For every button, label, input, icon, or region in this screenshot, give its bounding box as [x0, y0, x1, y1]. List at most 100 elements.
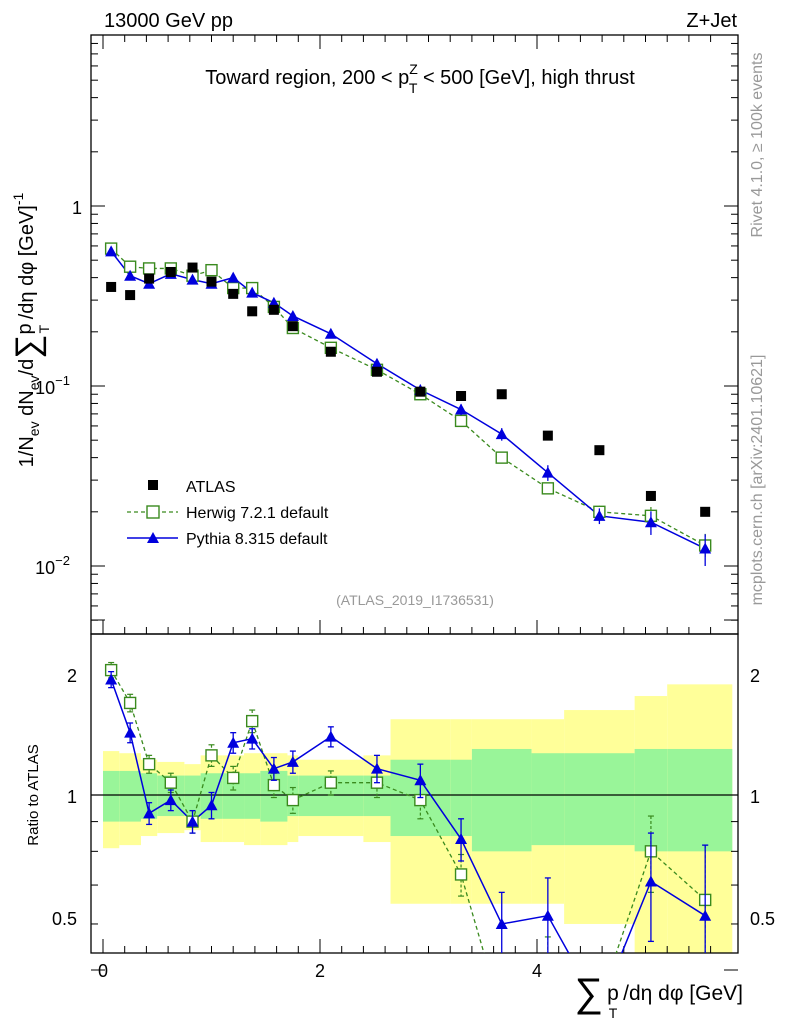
band-inner: [450, 759, 472, 837]
atlas-point: [542, 430, 553, 441]
pythia-ratio-point: [699, 909, 712, 921]
atlas-point: [415, 386, 426, 397]
pythia-point: [324, 327, 337, 339]
herwig-point: [205, 263, 218, 277]
herwig-ratio-point: [267, 778, 281, 792]
ratio-ytick-left-2: 2: [67, 666, 77, 686]
atlas-point: [268, 304, 279, 315]
atlas-point: [594, 445, 605, 456]
band-inner: [222, 773, 245, 819]
pythia-point: [186, 273, 199, 285]
pythia-ratio-point: [324, 730, 337, 742]
analysis-watermark: (ATLAS_2019_I1736531): [336, 592, 494, 608]
ratio-series: [104, 661, 712, 1020]
atlas-point: [371, 366, 382, 377]
ytick-label-0.1: 10−1: [35, 373, 70, 398]
axis-ticks: [91, 35, 738, 971]
atlas-point: [187, 262, 198, 273]
ratio-uncertainty-bands: [103, 684, 733, 953]
pythia-point: [370, 357, 383, 369]
legend-atlas-label: ATLAS: [186, 479, 236, 496]
pythia-ratio-point: [186, 815, 199, 827]
legend-herwig-label: Herwig 7.2.1 default: [186, 505, 329, 522]
herwig-point: [541, 482, 555, 495]
pythia-ratio-point: [143, 807, 156, 819]
pythia-ratio-point: [495, 917, 508, 929]
atlas-point: [700, 506, 711, 517]
atlas-point: [247, 306, 258, 317]
band-inner: [531, 753, 565, 846]
legend-herwig-marker: [146, 505, 160, 519]
ratio-ytick-right-1: 1: [750, 787, 760, 807]
herwig-ratio-point: [496, 1009, 507, 1020]
pythia-ratio-point: [205, 799, 218, 811]
pythia-point: [593, 509, 606, 521]
pythia-point: [286, 309, 299, 321]
atlas-point: [456, 390, 467, 401]
energy-label: 13000 GeV pp: [104, 10, 233, 32]
atlas-point: [206, 276, 217, 287]
band-inner: [244, 773, 261, 819]
herwig-ratio-point: [286, 793, 300, 807]
pythia-point: [495, 428, 508, 440]
pythia-line: [110, 250, 706, 550]
atlas-point: [496, 389, 507, 400]
legend: ATLAS Herwig 7.2.1 default Pythia 8.315 …: [127, 479, 329, 548]
pythia-ratio-point: [286, 755, 299, 767]
xtick-label-0: 0: [98, 961, 108, 981]
pythia-ratio-point: [105, 673, 118, 685]
pythia-ratio-point: [164, 794, 177, 806]
pythia-ratio-point: [267, 762, 280, 774]
band-inner: [119, 770, 141, 822]
legend-atlas-marker: [148, 480, 158, 490]
ratio-ylabel: Ratio to ATLAS: [25, 744, 42, 845]
band-inner: [564, 753, 635, 846]
pythia-ratio-point: [541, 909, 554, 921]
pythia-ratio-point: [124, 726, 137, 738]
main-series: [104, 242, 712, 566]
band-inner: [667, 748, 733, 852]
legend-pythia-label: Pythia 8.315 default: [186, 531, 328, 548]
pythia-ratio-point: [227, 736, 240, 748]
herwig-point: [454, 414, 468, 428]
band-inner: [103, 770, 120, 822]
band-inner: [140, 773, 158, 819]
atlas-point: [165, 266, 176, 277]
herwig-ratio-point: [542, 960, 553, 971]
atlas-point: [645, 490, 656, 501]
ratio-ytick-left-0.5: 0.5: [52, 909, 77, 929]
xtick-label-4: 4: [532, 961, 542, 981]
herwig-ratio-point: [164, 776, 178, 789]
atlas-point: [287, 321, 298, 332]
rivet-version-label: Rivet 4.1.0, ≥ 100k events: [749, 53, 766, 238]
ratio-ytick-left-1: 1: [67, 787, 77, 807]
herwig-ratio-point: [454, 868, 468, 881]
ratio-ytick-right-2: 2: [750, 666, 760, 686]
atlas-point: [125, 290, 136, 301]
herwig-ratio-point: [226, 771, 240, 785]
atlas-point: [144, 273, 155, 284]
pythia-point: [699, 542, 712, 554]
pythia-point: [105, 245, 118, 257]
main-ylabel: 1/Nev dNev/d∑pT /dη dφ [GeV]-1: [9, 192, 52, 467]
herwig-point: [495, 451, 508, 464]
pythia-point: [227, 271, 240, 283]
herwig-ratio-point: [123, 696, 137, 710]
herwig-ratio-point: [324, 776, 338, 789]
legend-pythia-marker: [147, 532, 159, 543]
pythia-ratio-point: [644, 875, 657, 887]
pythia-point: [541, 466, 554, 478]
atlas-point: [228, 288, 239, 299]
pythia-point: [644, 516, 657, 528]
plot-title: Toward region, 200 < pZ T < 500 [GeV], hi…: [205, 61, 635, 96]
pythia-ratio-point: [455, 833, 468, 845]
pythia-ratio-point: [414, 774, 427, 786]
pythia-point: [455, 403, 468, 415]
herwig-ratio-point: [245, 714, 259, 728]
herwig-line: [110, 248, 706, 547]
ratio-ytick-right-0.5: 0.5: [750, 909, 775, 929]
ytick-label-0.01: 10−2: [35, 553, 70, 578]
process-label: Z+Jet: [686, 10, 737, 32]
atlas-point: [106, 281, 117, 292]
